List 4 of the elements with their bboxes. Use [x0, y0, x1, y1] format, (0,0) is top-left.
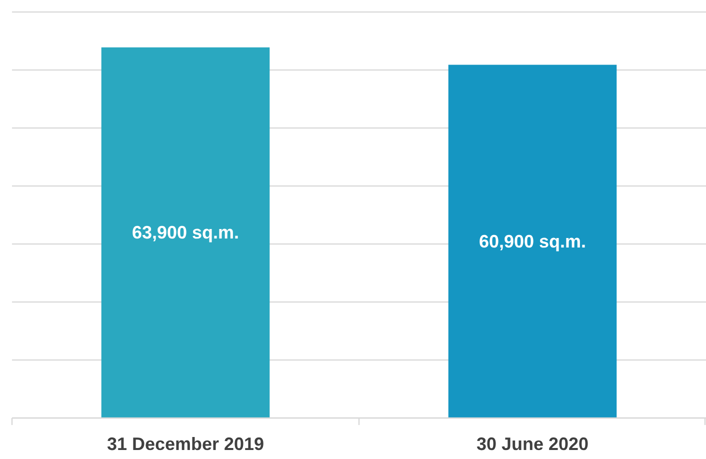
data-label: 60,900 sq.m.	[478, 231, 586, 252]
data-label: 63,900 sq.m.	[132, 222, 240, 243]
x-tick-label: 30 June 2020	[476, 434, 589, 454]
x-tick-label: 31 December 2019	[106, 434, 264, 454]
